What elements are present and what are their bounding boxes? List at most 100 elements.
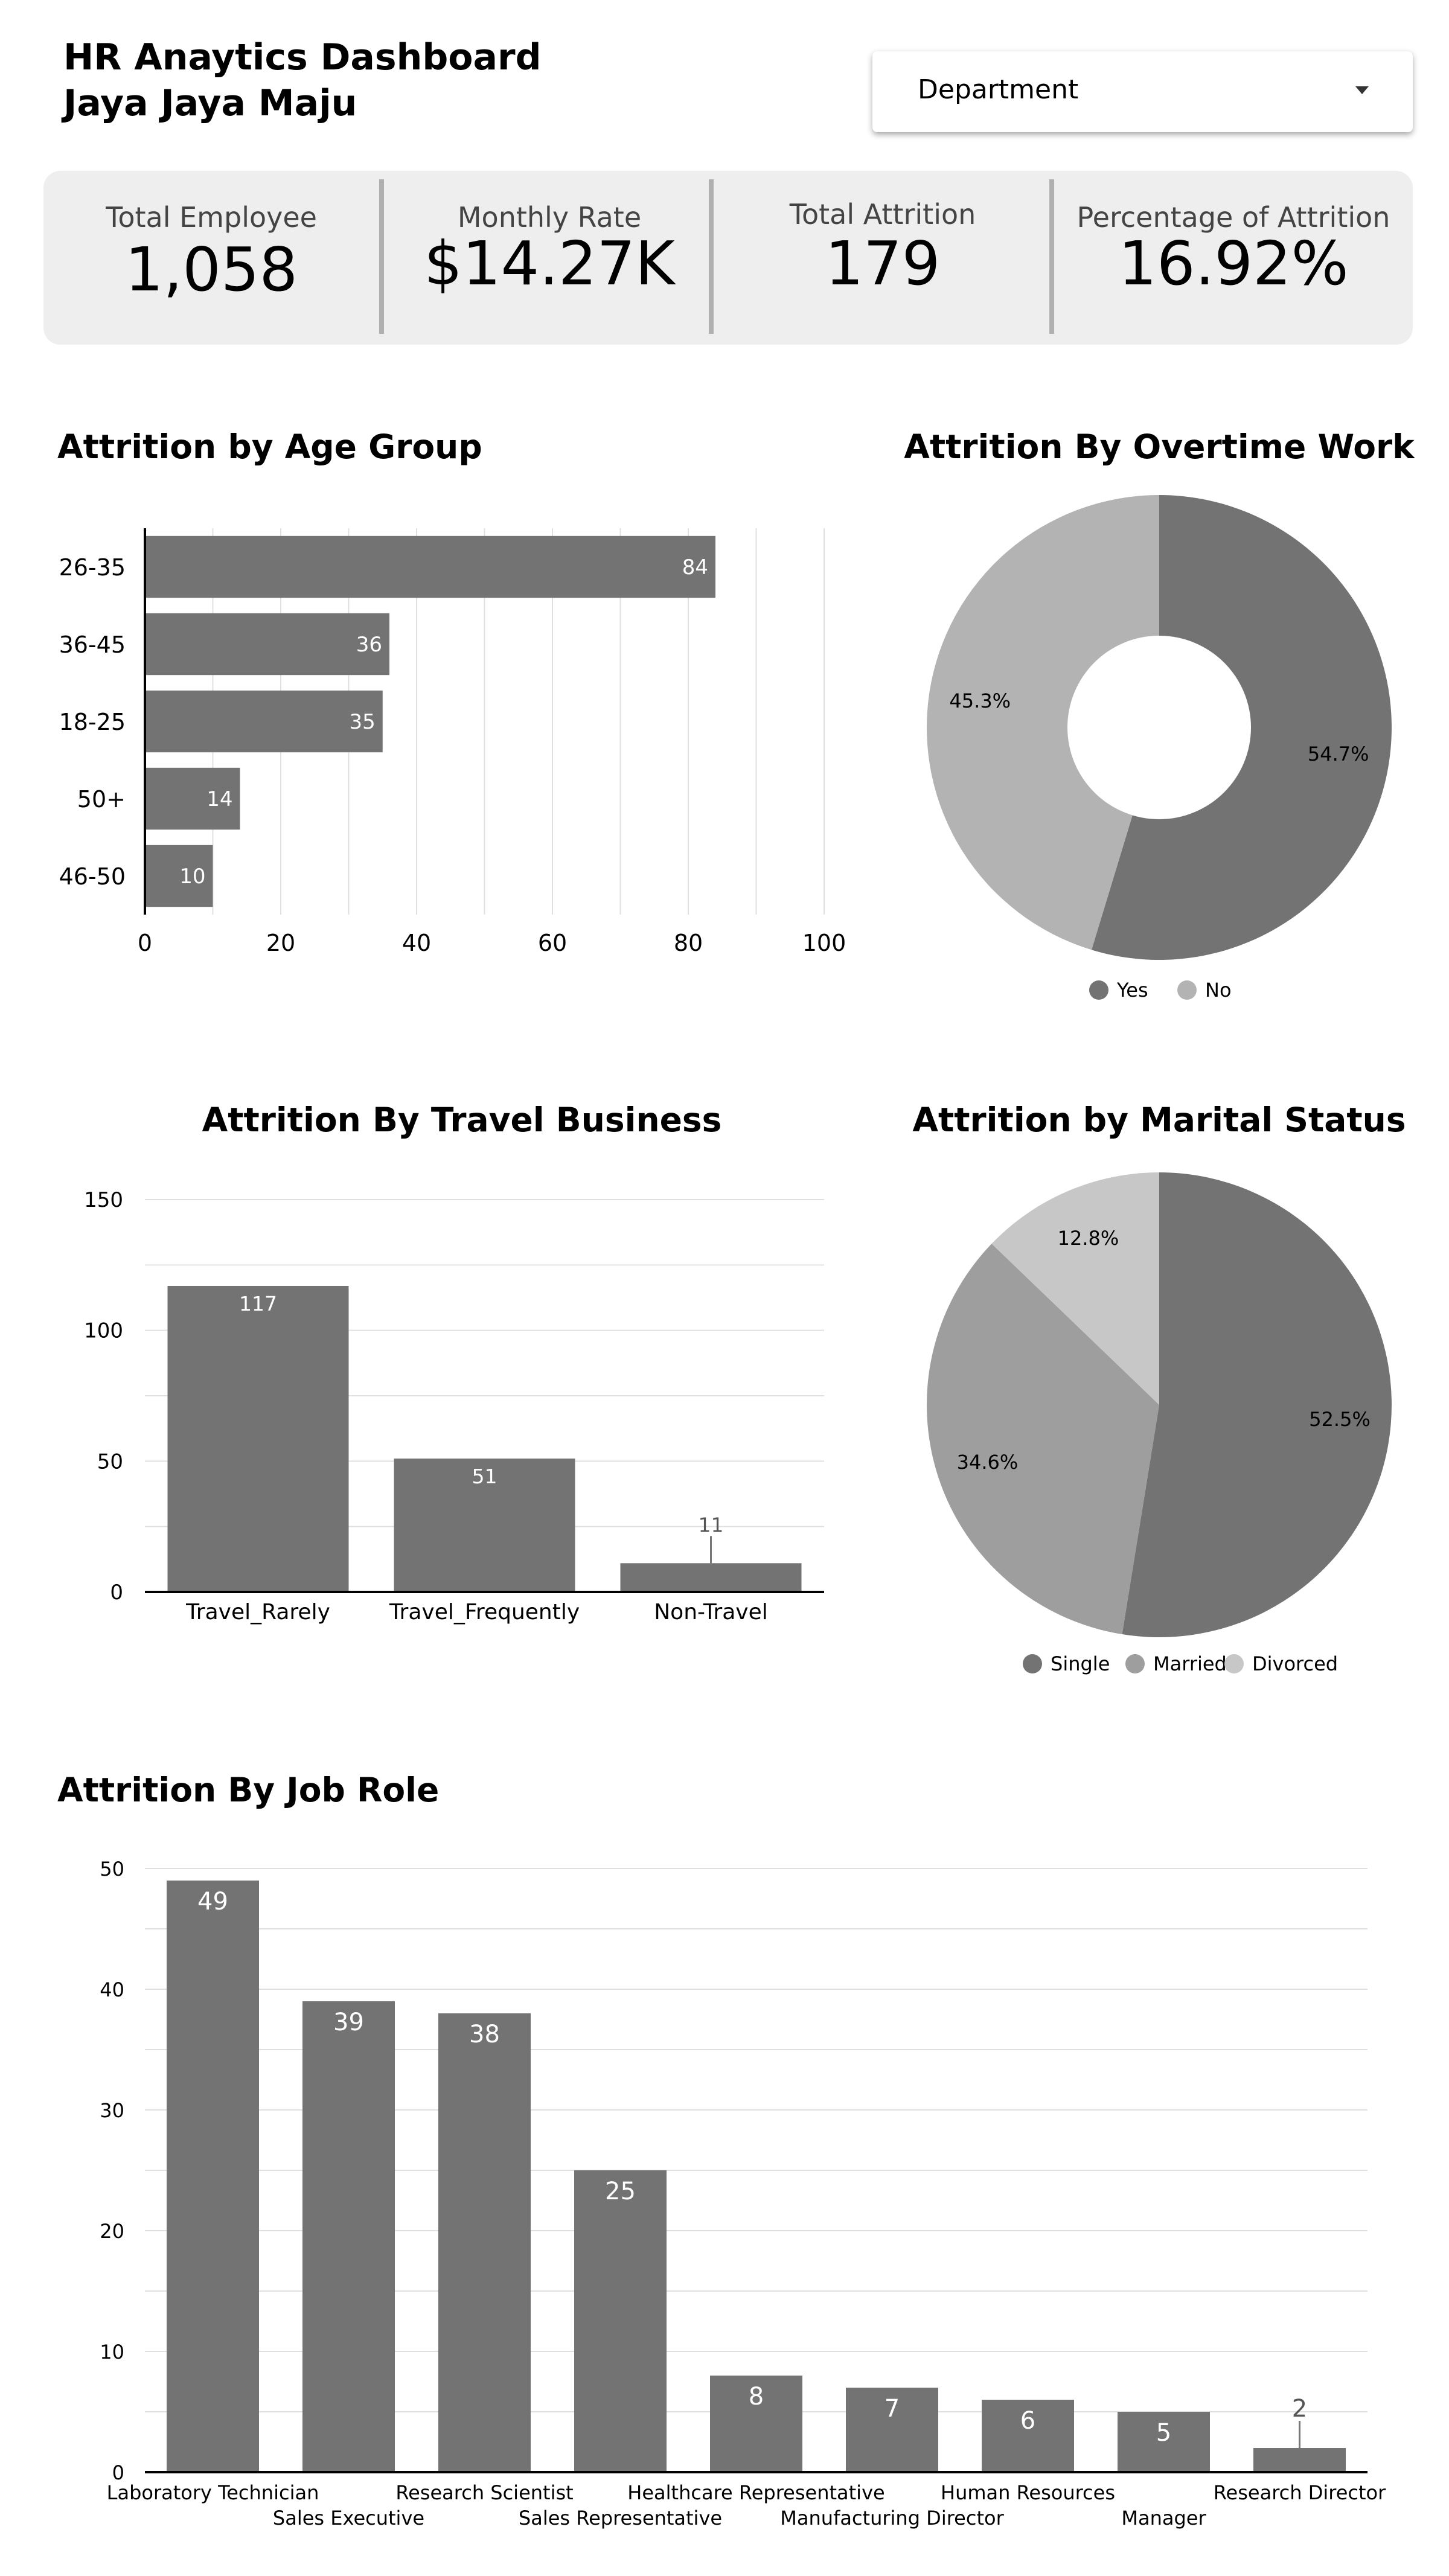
- tick-label: 0: [110, 1580, 123, 1605]
- category-label: Healthcare Representative: [627, 2481, 884, 2504]
- bar: [302, 2001, 395, 2472]
- slice-label: 34.6%: [957, 1451, 1019, 1474]
- tick-label: 40: [100, 1978, 124, 2001]
- bar: [1253, 2448, 1346, 2472]
- tick-label: 50: [97, 1449, 123, 1474]
- travel-bar-chart: 0 50 100 150 117 Travel_Rarely 51 Travel_Freque…: [84, 1188, 824, 1625]
- department-filter-dropdown[interactable]: Department: [872, 51, 1413, 132]
- bar: [982, 2400, 1074, 2472]
- tick-label: 80: [674, 930, 703, 956]
- legend-label: Single: [1051, 1652, 1110, 1675]
- bar: [145, 613, 389, 676]
- legend-swatch: [1089, 980, 1108, 1000]
- category-label: Research Scientist: [395, 2481, 573, 2504]
- age-chart-title: Attrition by Age Group: [57, 427, 482, 466]
- dashboard-title-line1: HR Anaytics Dashboard: [63, 36, 542, 78]
- tick-label: 10: [100, 2341, 124, 2363]
- kpi-label: Total Employee: [106, 201, 317, 234]
- kpi-divider: [709, 179, 714, 334]
- slice-label: 54.7%: [1308, 743, 1369, 765]
- category-label: Laboratory Technician: [107, 2481, 319, 2504]
- kpi-value: 1,058: [124, 234, 298, 305]
- bar: [145, 845, 213, 907]
- jobrole-bar-chart: 0 10 20 30 40 50 49 Laboratory Technician 39 Sale…: [100, 1858, 1386, 2530]
- pie-slice: [1122, 1172, 1392, 1637]
- category-label: Manager: [1121, 2507, 1206, 2530]
- category-label: 50+: [77, 786, 126, 813]
- kpi-label: Total Attrition: [789, 198, 976, 231]
- tick-label: 20: [266, 930, 295, 956]
- data-label: 117: [239, 1292, 277, 1315]
- data-label: 49: [197, 1888, 228, 1916]
- bar: [620, 1563, 802, 1592]
- category-label: Sales Executive: [273, 2507, 424, 2530]
- data-label: 7: [884, 2395, 900, 2423]
- kpi-label: Percentage of Attrition: [1076, 201, 1390, 234]
- legend-label: Divorced: [1252, 1652, 1338, 1675]
- bar: [438, 2013, 531, 2472]
- data-label: 39: [333, 2009, 364, 2036]
- tick-label: 50: [100, 1858, 124, 1881]
- data-label: 6: [1020, 2407, 1035, 2435]
- pie-slice: [927, 495, 1159, 950]
- tick-label: 100: [802, 930, 846, 956]
- slice-label: 12.8%: [1058, 1227, 1119, 1250]
- legend-swatch: [1023, 1654, 1042, 1673]
- data-label: 14: [206, 787, 232, 811]
- bar: [145, 767, 240, 830]
- category-label: Travel_Frequently: [389, 1600, 580, 1625]
- data-label: 35: [349, 710, 375, 734]
- pie-slice: [991, 1172, 1159, 1405]
- bar: [145, 690, 383, 753]
- travel-chart-title: Attrition By Travel Business: [202, 1101, 722, 1139]
- dashboard-title: HR Anaytics Dashboard Jaya Jaya Maju: [63, 34, 542, 126]
- jobrole-chart-title: Attrition By Job Role: [57, 1771, 440, 1809]
- pie-slice: [927, 1244, 1159, 1635]
- slice-label: 45.3%: [949, 689, 1011, 712]
- kpi-divider: [379, 179, 384, 334]
- data-label: 8: [749, 2383, 764, 2411]
- overtime-donut-chart: 54.7% 45.3% Yes No: [927, 495, 1392, 1002]
- tick-label: 20: [100, 2220, 124, 2243]
- kpi-total-attrition: Total Attrition 179: [714, 171, 1052, 345]
- category-label: 36-45: [59, 631, 126, 658]
- kpi-label: Monthly Rate: [457, 201, 642, 234]
- data-label: 10: [179, 865, 205, 889]
- department-filter-label: Department: [918, 74, 1079, 105]
- kpi-value: $14.27K: [424, 228, 675, 299]
- bar: [167, 1286, 349, 1592]
- data-label: 11: [699, 1513, 724, 1536]
- data-label: 2: [1292, 2395, 1307, 2423]
- tick-label: 0: [112, 2461, 124, 2484]
- legend-swatch: [1177, 980, 1197, 1000]
- category-label: Manufacturing Director: [780, 2507, 1004, 2530]
- category-label: 18-25: [59, 709, 126, 735]
- caret-down-icon: [1355, 86, 1369, 94]
- donut-hole: [1067, 636, 1251, 819]
- category-label: Sales Representative: [519, 2507, 722, 2530]
- kpi-monthly-rate: Monthly Rate $14.27K: [384, 171, 715, 345]
- category-label: Human Resources: [941, 2481, 1115, 2504]
- kpi-scorecards: Total Employee 1,058 Monthly Rate $14.27…: [43, 171, 1413, 345]
- kpi-percentage-attrition: Percentage of Attrition 16.92%: [1054, 171, 1413, 345]
- bar: [167, 1881, 259, 2472]
- category-label: 26-35: [59, 554, 126, 581]
- data-label: 5: [1156, 2419, 1171, 2447]
- tick-label: 100: [84, 1319, 123, 1343]
- bar: [1118, 2412, 1210, 2472]
- bar: [145, 535, 715, 598]
- company-name: Jaya Jaya Maju: [63, 82, 357, 124]
- tick-label: 40: [402, 930, 431, 956]
- legend-swatch: [1125, 1654, 1145, 1673]
- slice-label: 52.5%: [1309, 1408, 1371, 1431]
- category-label: Research Director: [1214, 2481, 1386, 2504]
- kpi-total-employee: Total Employee 1,058: [43, 171, 379, 345]
- legend-label: Married: [1153, 1652, 1227, 1675]
- data-label: 36: [356, 633, 382, 657]
- tick-label: 0: [138, 930, 152, 956]
- age-group-bar-chart: 84 26-35 36 36-45 35 18-25 14 50+ 10 46-50 0 20 40 60…: [59, 528, 846, 956]
- legend-swatch: [1224, 1654, 1244, 1673]
- tick-label: 150: [84, 1188, 123, 1212]
- kpi-divider: [1049, 179, 1054, 334]
- kpi-value: 179: [825, 228, 941, 299]
